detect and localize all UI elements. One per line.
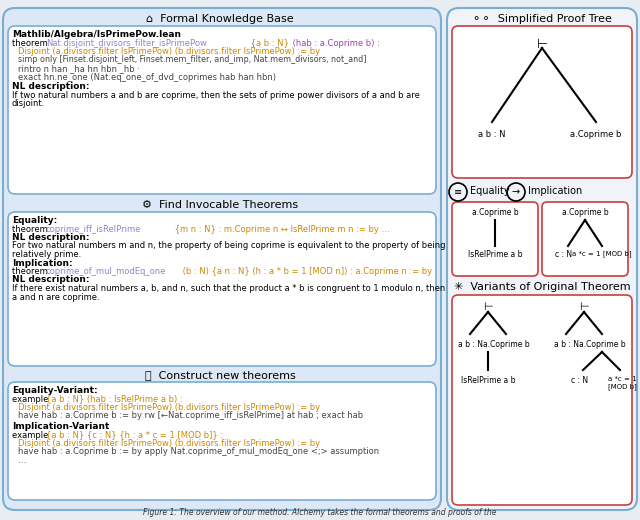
Text: disjoint.: disjoint. — [12, 99, 45, 108]
Text: rintro n han _ha hn hbn _hb ·: rintro n han _ha hn hbn _hb · — [18, 64, 140, 73]
Text: …: … — [18, 456, 26, 465]
Text: Equality-Variant:: Equality-Variant: — [12, 386, 98, 395]
Text: {a b : N} {c : N} {h : a * c = 1 [MOD b]} :: {a b : N} {c : N} {h : a * c = 1 [MOD b]… — [46, 431, 223, 439]
Text: a *c = 1 [MOD b]: a *c = 1 [MOD b] — [572, 250, 632, 257]
Text: Equality:: Equality: — [12, 216, 57, 225]
Text: IsRelPrime a b: IsRelPrime a b — [461, 376, 515, 385]
Text: a and n are coprime.: a and n are coprime. — [12, 292, 100, 302]
Text: ⚙  Find Invocable Theorems: ⚙ Find Invocable Theorems — [142, 200, 298, 210]
Text: {a b : N}: {a b : N} — [248, 38, 289, 47]
Text: a b : N: a b : N — [458, 340, 483, 349]
Text: NL description:: NL description: — [12, 82, 90, 91]
Text: Equality: Equality — [470, 186, 509, 196]
Text: For two natural numbers m and n, the property of being coprime is equivalent to : For two natural numbers m and n, the pro… — [12, 241, 445, 251]
Text: Disjoint (a.divisors.filter IsPrimePow) (b.divisors.filter IsPrimePow) := by: Disjoint (a.divisors.filter IsPrimePow) … — [18, 47, 320, 56]
FancyBboxPatch shape — [447, 8, 637, 510]
Text: (hab : a.Coprime b) :: (hab : a.Coprime b) : — [290, 38, 380, 47]
Text: Disjoint (a.divisors.filter IsPrimePow) (b.divisors.filter IsPrimePow) := by: Disjoint (a.divisors.filter IsPrimePow) … — [18, 403, 320, 412]
Text: relatively prime.: relatively prime. — [12, 250, 81, 259]
Text: simp only [Finset.disjoint_left, Finset.mem_filter, and_imp, Nat.mem_divisors, n: simp only [Finset.disjoint_left, Finset.… — [18, 56, 367, 64]
Text: theorem: theorem — [12, 38, 51, 47]
Text: a.Coprime b: a.Coprime b — [483, 340, 529, 349]
Text: Mathlib/Algebra/IsPrimePow.lean: Mathlib/Algebra/IsPrimePow.lean — [12, 30, 181, 39]
Text: have hab : a.Coprime b := by rw [←Nat.coprime_iff_isRelPrime] at hab ; exact hab: have hab : a.Coprime b := by rw [←Nat.co… — [18, 411, 363, 421]
FancyBboxPatch shape — [452, 26, 632, 178]
Text: a.Coprime b: a.Coprime b — [472, 208, 518, 217]
Text: coprime_of_mul_modEq_one: coprime_of_mul_modEq_one — [46, 267, 166, 276]
Text: →: → — [512, 187, 520, 197]
Text: theorem: theorem — [12, 225, 51, 233]
Text: a.Coprime b: a.Coprime b — [570, 130, 621, 139]
Text: ⊢: ⊢ — [536, 38, 547, 51]
Text: a *c = 1
[MOD b]: a *c = 1 [MOD b] — [607, 376, 636, 390]
Text: ⚬⚬  Simplified Proof Tree: ⚬⚬ Simplified Proof Tree — [472, 14, 612, 24]
Text: a.Coprime b: a.Coprime b — [562, 208, 608, 217]
Text: NL description:: NL description: — [12, 233, 90, 242]
FancyBboxPatch shape — [3, 8, 441, 510]
Text: Figure 1: The overview of our method. Alchemy takes the formal theorems and proo: Figure 1: The overview of our method. Al… — [143, 508, 497, 517]
Text: have hab : a.Coprime b := by apply Nat.coprime_of_mul_modEq_one <;> assumption: have hab : a.Coprime b := by apply Nat.c… — [18, 448, 379, 457]
Text: c : N: c : N — [556, 250, 573, 259]
Text: Implication:: Implication: — [12, 258, 72, 267]
Text: If two natural numbers a and b are coprime, then the sets of prime power divisor: If two natural numbers a and b are copri… — [12, 90, 420, 99]
Text: Disjoint (a.divisors.filter IsPrimePow) (b.divisors.filter IsPrimePow) := by: Disjoint (a.divisors.filter IsPrimePow) … — [18, 439, 320, 448]
Text: a.Coprime b: a.Coprime b — [579, 340, 625, 349]
Text: 📋  Construct new theorems: 📋 Construct new theorems — [145, 370, 296, 380]
Text: exact hn.ne_one (Nat.eq_one_of_dvd_coprimes hab han hbn): exact hn.ne_one (Nat.eq_one_of_dvd_copri… — [18, 72, 276, 82]
FancyBboxPatch shape — [8, 212, 436, 366]
Text: Implication: Implication — [528, 186, 582, 196]
Text: a b : N: a b : N — [478, 130, 506, 139]
Text: ≡: ≡ — [454, 187, 462, 197]
FancyBboxPatch shape — [542, 202, 628, 276]
FancyBboxPatch shape — [8, 382, 436, 500]
Text: If there exist natural numbers a, b, and n, such that the product a * b is congr: If there exist natural numbers a, b, and… — [12, 284, 445, 293]
Text: c : N: c : N — [572, 376, 589, 385]
Text: {m n : N} : m.Coprime n ↔ IsRelPrime m n := by …: {m n : N} : m.Coprime n ↔ IsRelPrime m n… — [172, 225, 390, 233]
Text: Nat.disjoint_divisors_filter_isPrimePow: Nat.disjoint_divisors_filter_isPrimePow — [46, 38, 207, 47]
Text: example: example — [12, 395, 51, 404]
FancyBboxPatch shape — [452, 295, 632, 505]
Text: {a b : N} (hab : IsRelPrime a b) :: {a b : N} (hab : IsRelPrime a b) : — [46, 395, 182, 404]
Text: ✳  Variants of Original Theorem: ✳ Variants of Original Theorem — [454, 282, 630, 292]
Text: NL description:: NL description: — [12, 276, 90, 284]
FancyBboxPatch shape — [452, 202, 538, 276]
Text: (b : N) {a n : N} (h : a * b = 1 [MOD n]) : a.Coprime n := by: (b : N) {a n : N} (h : a * b = 1 [MOD n]… — [180, 267, 432, 276]
Text: a b : N: a b : N — [554, 340, 579, 349]
Text: IsRelPrime a b: IsRelPrime a b — [468, 250, 522, 259]
Text: ⊢: ⊢ — [579, 302, 589, 312]
Text: theorem: theorem — [12, 267, 51, 276]
Text: Implication-Variant: Implication-Variant — [12, 422, 109, 431]
FancyBboxPatch shape — [8, 26, 436, 194]
Text: ⊢: ⊢ — [483, 302, 493, 312]
Text: example: example — [12, 431, 51, 439]
Text: ⌂  Formal Knowledge Base: ⌂ Formal Knowledge Base — [146, 14, 294, 24]
Text: coprime_iff_isRelPrime: coprime_iff_isRelPrime — [46, 225, 141, 233]
